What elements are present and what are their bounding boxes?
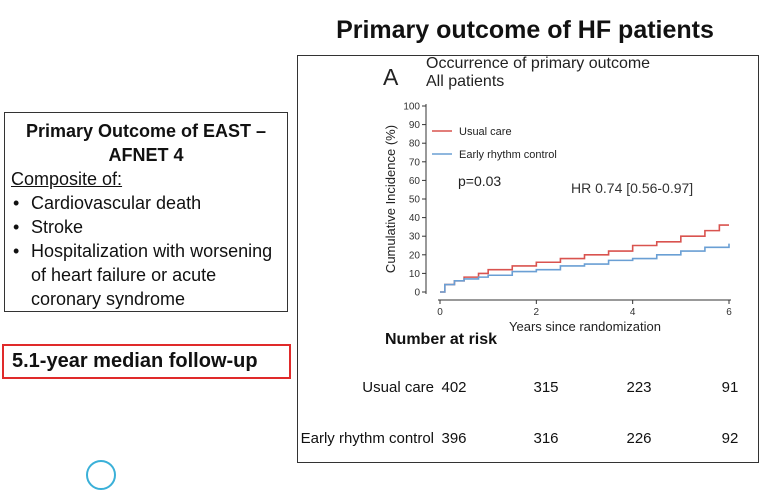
y-tick-label: 60 [409, 176, 421, 187]
km-plot: 0 10 20 30 40 50 60 70 80 90 100 0 2 4 6 Years since ra… [383, 102, 732, 335]
x-axis-label: Years since randomization [509, 319, 661, 334]
outcome-list: Cardiovascular death Stroke Hospitalizat… [11, 191, 281, 311]
y-tick-label: 40 [409, 213, 421, 224]
followup-box: 5.1-year median follow-up [2, 344, 291, 379]
risk-value: 396 [441, 430, 467, 447]
hr-annotation: HR 0.74 [0.56-0.97] [571, 180, 693, 196]
risk-value: 315 [533, 379, 559, 396]
risk-value: 316 [533, 430, 559, 447]
series-line-1 [440, 224, 729, 293]
y-tick-label: 100 [403, 102, 420, 113]
chart-title: Occurrence of primary outcome [426, 55, 651, 72]
y-tick-label: 50 [409, 195, 421, 206]
x-tick-label: 0 [437, 307, 443, 318]
y-axis-label: Cumulative Incidence (%) [383, 125, 398, 273]
chart-subtitle-block: Occurrence of primary outcome All patien… [426, 55, 650, 91]
risk-value: 92 [721, 430, 739, 447]
y-tick-label: 80 [409, 139, 421, 150]
legend-label: Early rhythm control [459, 149, 557, 161]
composite-label: Composite of: [11, 169, 123, 189]
risk-row-label: Early rhythm control [300, 430, 434, 447]
risk-value: 226 [626, 430, 652, 447]
legend-label: Usual care [459, 126, 512, 138]
x-tick-label: 4 [630, 307, 636, 318]
outcome-item: Hospitalization with worsening of heart … [11, 239, 281, 311]
chart-panel [297, 55, 759, 463]
y-tick-label: 70 [409, 157, 421, 168]
outcome-item: Stroke [11, 215, 281, 239]
risk-value: 223 [626, 379, 652, 396]
risk-row-label: Usual care [362, 379, 434, 396]
outcome-item: Cardiovascular death [11, 191, 281, 215]
y-tick-label: 10 [409, 269, 421, 280]
outcome-title: Primary Outcome of EAST – AFNET 4 [25, 121, 267, 165]
p-value-annotation: p=0.03 [458, 173, 501, 189]
slide-title: Primary outcome of HF patients [336, 16, 714, 44]
risk-table-heading: Number at risk [385, 331, 498, 348]
y-tick-label: 0 [414, 288, 420, 299]
circle-logo [86, 460, 116, 490]
y-tick-label: 90 [409, 120, 421, 131]
series-line-2 [440, 243, 730, 293]
primary-outcome-box: Primary Outcome of EAST – AFNET 4 Compos… [4, 112, 288, 312]
x-tick-label: 6 [726, 307, 732, 318]
risk-value: 402 [441, 379, 467, 396]
panel-letter: A [383, 64, 399, 90]
y-tick-label: 20 [409, 250, 421, 261]
y-tick-label: 30 [409, 232, 421, 243]
x-tick-label: 2 [534, 307, 540, 318]
chart-subtitle: All patients [426, 73, 505, 90]
risk-value: 91 [721, 379, 739, 396]
